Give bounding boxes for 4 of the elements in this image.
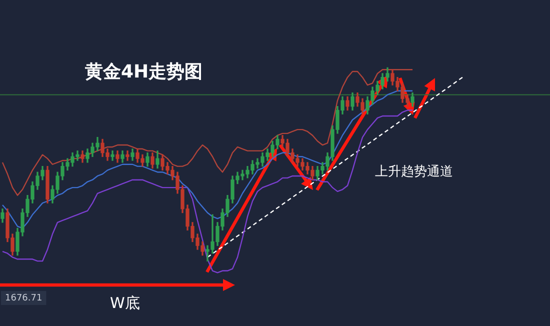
text: W底 [110, 294, 140, 312]
chart-title: 黄金4H走势图 [84, 62, 203, 83]
text: 1676.71 [5, 293, 42, 304]
annotation: 上升趋势通道 [375, 164, 453, 180]
